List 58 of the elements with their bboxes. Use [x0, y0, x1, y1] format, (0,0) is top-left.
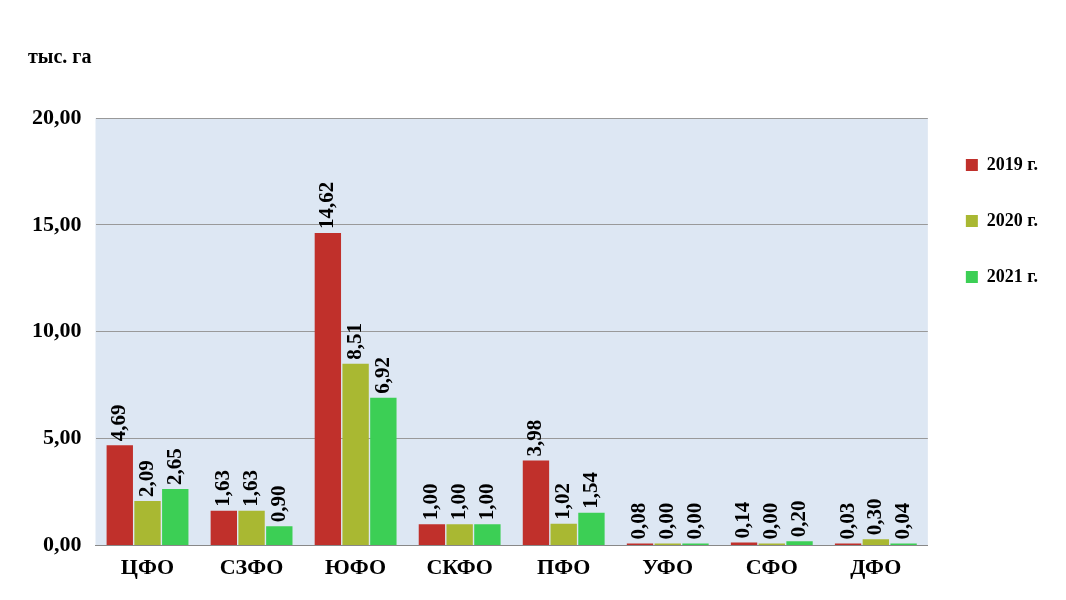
x-tick-label: ПФО: [537, 554, 591, 580]
bar: [210, 510, 237, 546]
data-label: 0,04: [890, 502, 914, 540]
y-tick-label: 15,00: [32, 210, 82, 236]
y-tick-label: 20,00: [32, 103, 82, 129]
x-tick-label: СЗФО: [219, 554, 284, 580]
x-tick-label: СКФО: [426, 554, 493, 580]
bar: [418, 524, 446, 546]
bar: [162, 488, 189, 546]
data-label: 1,00: [473, 483, 498, 521]
bar: [474, 524, 501, 546]
y-axis-title: тыс. га: [28, 45, 92, 68]
bar: [342, 363, 369, 546]
legend-label: 2020 г.: [986, 209, 1039, 230]
bar: [134, 500, 161, 546]
bar: [578, 512, 605, 546]
data-label: 0,03: [834, 502, 859, 540]
data-label: 8,51: [342, 322, 367, 360]
bar: [522, 460, 550, 546]
data-label: 0,14: [730, 501, 755, 539]
data-label: 3,98: [522, 419, 547, 457]
data-label: 1,63: [237, 470, 262, 507]
x-tick-label: ДФО: [850, 554, 902, 580]
bar: [106, 445, 133, 546]
data-label: 1,54: [577, 471, 602, 509]
bar: [314, 233, 342, 546]
data-label: 1,63: [210, 470, 235, 507]
legend-label: 2019 г.: [986, 153, 1039, 174]
data-label: 4,69: [106, 404, 131, 442]
bar: [862, 539, 890, 546]
y-tick-label: 5,00: [43, 424, 82, 450]
y-tick-label: 10,00: [32, 317, 82, 343]
data-label: 1,00: [446, 483, 471, 521]
data-label: 0,30: [862, 498, 887, 536]
x-tick-label: СФО: [745, 554, 798, 580]
data-label: 0,90: [265, 485, 290, 523]
data-label: 6,92: [369, 356, 394, 394]
data-label: 2,09: [133, 460, 158, 497]
bar: [266, 526, 293, 546]
data-label: 0,20: [785, 500, 810, 538]
bar: [370, 397, 397, 546]
data-label: 14,62: [314, 181, 339, 230]
data-label: 0,08: [626, 502, 651, 540]
x-tick-label: ЦФО: [120, 554, 175, 580]
bar: [446, 524, 473, 546]
data-label: 1,02: [550, 483, 575, 520]
data-label: 0,00: [681, 502, 706, 540]
data-label: 0,00: [758, 502, 783, 540]
legend-label: 2021 г.: [986, 265, 1039, 286]
x-tick-label: УФО: [642, 554, 694, 580]
bar: [550, 523, 577, 546]
data-label: 1,00: [418, 483, 443, 521]
bar: [238, 510, 265, 546]
bar: [786, 541, 813, 546]
data-label: 2,65: [161, 448, 186, 485]
x-tick-label: ЮФО: [325, 554, 387, 580]
y-tick-label: 0,00: [43, 531, 82, 557]
data-label: 0,00: [654, 502, 679, 540]
